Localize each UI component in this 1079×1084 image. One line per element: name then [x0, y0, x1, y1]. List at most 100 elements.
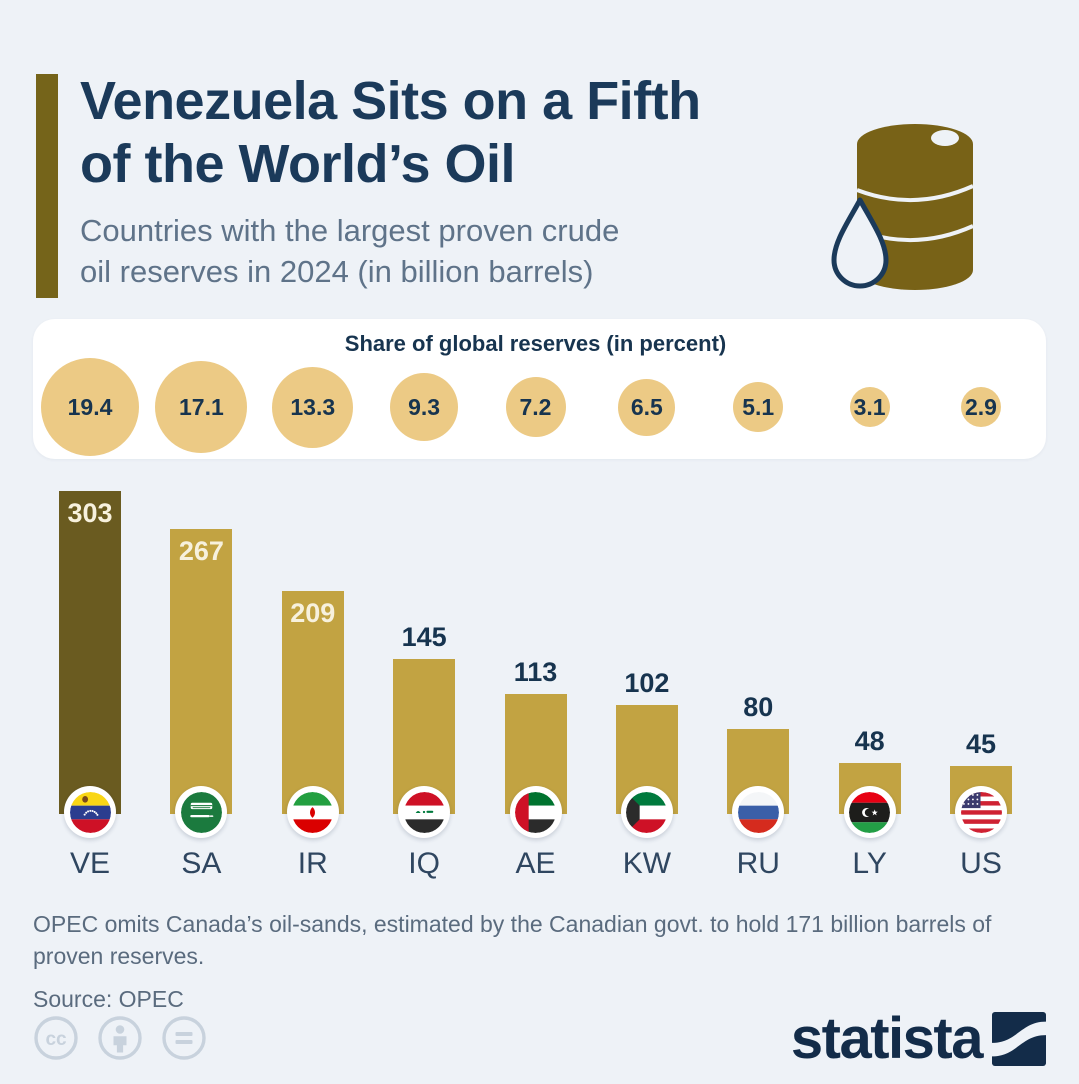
- share-bubble-value: 6.5: [630, 393, 663, 420]
- svg-text:cc: cc: [45, 1029, 67, 1050]
- source-line: Source: OPEC: [33, 985, 184, 1012]
- share-bubble-IQ: 9.3: [390, 373, 459, 442]
- share-bubble-value: 9.3: [408, 393, 441, 420]
- country-code-label-SA: SA: [181, 847, 222, 881]
- equals-icon[interactable]: [161, 1015, 207, 1061]
- country-code-label-VE: VE: [69, 847, 111, 881]
- bar-area-KW: 102: [615, 484, 678, 839]
- share-panel: Share of global reserves (in percent) 19…: [33, 319, 1046, 460]
- share-bubble-col-LY: 3.1: [839, 387, 901, 428]
- share-bubble-IR: 13.3: [272, 366, 354, 448]
- flag-AE-icon: [509, 786, 562, 839]
- share-bubble-LY: 3.1: [849, 387, 890, 428]
- bar-column-US: 45 US: [950, 484, 1012, 881]
- bar-area-RU: 80: [727, 484, 790, 839]
- share-bubble-AE: 7.2: [505, 377, 566, 438]
- bar-AE: [504, 694, 567, 839]
- subtitle-line-1: Countries with the largest proven crude: [80, 213, 620, 249]
- country-code-label-KW: KW: [622, 847, 672, 881]
- share-bubble-SA: 17.1: [155, 361, 248, 454]
- share-bubble-value: 13.3: [290, 393, 336, 420]
- share-bubbles-row: 19.4 17.1 13.3 9.3 7.2 6.5 5.1 3.1 2.9: [41, 358, 1012, 457]
- bar-column-SA: 267 SA: [170, 484, 233, 881]
- statista-logo-text: statista: [790, 1005, 984, 1071]
- value-label-IQ: 145: [401, 622, 447, 653]
- bar-area-AE: 113: [504, 484, 567, 839]
- title-line-2: of the World’s Oil: [80, 133, 516, 194]
- share-bubble-col-IR: 13.3: [272, 366, 354, 448]
- flag-LY-icon: [843, 786, 896, 839]
- bar-area-US: 45: [950, 484, 1012, 839]
- share-bubble-value: 7.2: [519, 393, 552, 420]
- country-code-label-RU: RU: [736, 847, 780, 881]
- bar-US: [950, 766, 1012, 839]
- country-code-label-IQ: IQ: [408, 847, 440, 881]
- bar-area-SA: 267: [170, 484, 233, 839]
- share-bubble-col-AE: 7.2: [505, 377, 567, 438]
- oil-barrel-with-droplet-icon: [812, 102, 997, 307]
- value-label-SA: 267: [178, 536, 224, 567]
- flag-IQ-icon: [398, 786, 451, 839]
- footnote: OPEC omits Canada’s oil-sands, estimated…: [33, 911, 992, 969]
- flag-VE-icon: [64, 786, 116, 839]
- bar-area-VE: 303: [59, 484, 121, 839]
- share-panel-title: Share of global reserves (in percent): [344, 331, 727, 357]
- statista-logo-mark-icon: [992, 1012, 1046, 1066]
- bar-column-VE: 303 VE: [59, 484, 121, 881]
- subtitle-line-2: oil reserves in 2024 (in billion barrels…: [80, 254, 594, 290]
- value-label-AE: 113: [513, 657, 558, 688]
- bar-KW: [615, 705, 678, 839]
- flag-KW-icon: [620, 786, 673, 839]
- share-bubble-RU: 5.1: [733, 382, 784, 433]
- bar-column-LY: 48 LY: [838, 484, 901, 881]
- bar-chart: 303 VE 267 SA 209 IR 145 IQ 113 AE 102 KW 80 RU 48 L…: [0, 484, 1079, 881]
- bar-IR: 209: [281, 591, 344, 839]
- share-bubble-col-VE: 19.4: [41, 358, 139, 457]
- country-code-label-IR: IR: [297, 847, 328, 881]
- cc-icon[interactable]: cc: [33, 1015, 79, 1061]
- flag-IR-icon: [286, 786, 339, 839]
- page-title: Venezuela Sits on a Fifth of the World’s…: [80, 70, 1079, 195]
- bar-area-LY: 48: [838, 484, 901, 839]
- value-label-IR: 209: [290, 598, 336, 629]
- bar-column-IQ: 145 IQ: [393, 484, 456, 881]
- flag-SA-icon: [175, 786, 228, 839]
- country-code-label-AE: AE: [515, 847, 556, 881]
- bottom-bar: cc statista: [33, 1005, 1046, 1071]
- share-bubble-value: 5.1: [742, 393, 775, 420]
- bar-area-IR: 209: [281, 484, 344, 839]
- country-code-label-US: US: [960, 847, 1002, 881]
- flag-RU-icon: [732, 786, 785, 839]
- bar-VE: 303: [59, 491, 121, 839]
- value-label-KW: 102: [624, 668, 670, 699]
- share-bubble-col-US: 2.9: [950, 387, 1012, 428]
- share-bubble-value: 17.1: [178, 393, 224, 420]
- bar-LY: [838, 763, 901, 839]
- title-line-1: Venezuela Sits on a Fifth: [80, 71, 701, 131]
- attribution-person-icon[interactable]: [97, 1015, 143, 1061]
- header: Venezuela Sits on a Fifth of the World’s…: [0, 0, 1079, 293]
- flag-US-icon: [955, 786, 1007, 839]
- value-label-VE: 303: [67, 498, 113, 529]
- bar-IQ: [393, 659, 456, 839]
- share-bubble-col-KW: 6.5: [616, 378, 678, 436]
- share-bubble-col-RU: 5.1: [727, 382, 789, 433]
- title-accent-bar: [36, 74, 58, 298]
- bar-column-IR: 209 IR: [281, 484, 344, 881]
- bar-SA: 267: [170, 529, 233, 839]
- share-bubble-col-IQ: 9.3: [390, 373, 459, 442]
- share-bubble-KW: 6.5: [618, 378, 676, 436]
- bar-area-IQ: 145: [393, 484, 456, 839]
- statista-logo[interactable]: statista: [790, 1005, 1046, 1071]
- bars-row: 303 VE 267 SA 209 IR 145 IQ 113 AE 102 KW 80 RU 48 L…: [59, 484, 1012, 881]
- bar-RU: [727, 729, 790, 839]
- share-bubble-US: 2.9: [961, 387, 1001, 428]
- share-bubble-col-SA: 17.1: [155, 361, 248, 454]
- license-icons: cc: [33, 1015, 207, 1061]
- share-bubble-value: 3.1: [853, 393, 886, 420]
- share-bubble-value: 19.4: [67, 393, 113, 420]
- page-subtitle: Countries with the largest proven crude …: [80, 211, 1079, 293]
- value-label-US: 45: [965, 729, 997, 760]
- bar-column-AE: 113 AE: [504, 484, 567, 881]
